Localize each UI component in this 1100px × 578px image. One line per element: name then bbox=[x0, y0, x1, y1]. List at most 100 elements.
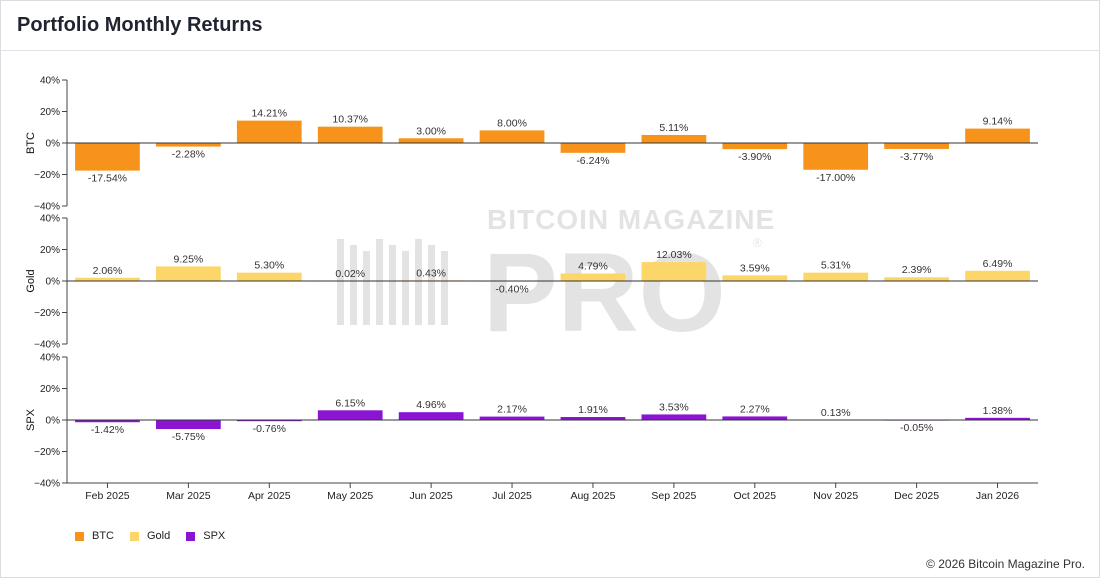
legend-swatch-spx bbox=[186, 531, 196, 541]
data-label-spx: 3.53% bbox=[659, 401, 689, 413]
watermark-registered: ® bbox=[753, 236, 762, 250]
bar-spx-sep-2025 bbox=[641, 414, 707, 420]
data-label-btc: -3.77% bbox=[900, 151, 933, 163]
legend-item-btc[interactable]: BTC bbox=[75, 530, 114, 542]
data-label-btc: 8.00% bbox=[497, 117, 527, 129]
bar-btc-dec-2025 bbox=[884, 143, 949, 149]
y-tick-label: −40% bbox=[34, 340, 60, 351]
bar-btc-feb-2025 bbox=[75, 143, 140, 171]
data-label-btc: -2.28% bbox=[172, 149, 205, 161]
bar-btc-mar-2025 bbox=[156, 143, 221, 147]
data-label-btc: 3.00% bbox=[416, 125, 446, 137]
y-axis-label-btc: BTC bbox=[25, 132, 37, 154]
watermark-stripe bbox=[428, 245, 435, 325]
bar-gold-dec-2025 bbox=[884, 277, 949, 281]
data-label-spx: 2.27% bbox=[740, 403, 770, 415]
bar-btc-jun-2025 bbox=[398, 138, 464, 143]
bar-spx-jan-2026 bbox=[965, 417, 1030, 420]
watermark-stripe bbox=[389, 245, 396, 325]
data-label-spx: -1.42% bbox=[91, 424, 124, 436]
panel-spx: −40% −20% 0% 20% 40% SPX -1.42% -5.75% -0.76% 6.1… bbox=[25, 353, 1038, 490]
y-tick-label: 20% bbox=[40, 107, 60, 118]
bar-gold-apr-2025 bbox=[236, 272, 302, 281]
legend-swatch-gold bbox=[130, 531, 139, 541]
bar-gold-aug-2025 bbox=[560, 273, 626, 281]
x-tick-label-may-2025: May 2025 bbox=[327, 490, 373, 502]
data-label-btc: 10.37% bbox=[332, 114, 368, 126]
bar-spx-oct-2025 bbox=[722, 416, 788, 420]
copyright-notice: © 2026 Bitcoin Magazine Pro. bbox=[926, 557, 1085, 571]
y-axis-label-gold: Gold bbox=[25, 269, 37, 292]
bar-gold-jan-2026 bbox=[965, 270, 1030, 281]
x-tick-label-nov-2025: Nov 2025 bbox=[813, 490, 858, 502]
y-tick-label: −20% bbox=[34, 308, 60, 319]
data-label-gold: 2.39% bbox=[902, 264, 932, 276]
data-label-spx: -0.05% bbox=[900, 422, 933, 434]
data-label-btc: -17.54% bbox=[88, 173, 127, 185]
bar-gold-nov-2025 bbox=[803, 272, 869, 281]
x-tick-label-feb-2025: Feb 2025 bbox=[85, 490, 130, 502]
bar-gold-mar-2025 bbox=[156, 266, 221, 281]
x-tick-label-oct-2025: Oct 2025 bbox=[733, 490, 776, 502]
y-tick-label: 40% bbox=[40, 214, 60, 225]
bar-btc-apr-2025 bbox=[236, 120, 302, 143]
x-tick-label-jun-2025: Jun 2025 bbox=[410, 490, 453, 502]
panel-gold: −40% −20% 0% 20% 40% Gold 2.06% 9.25% 5.30% 0.02%… bbox=[25, 214, 1038, 351]
y-tick-label: 0% bbox=[46, 416, 61, 427]
data-label-gold: 12.03% bbox=[656, 249, 692, 261]
watermark-stripe bbox=[415, 239, 422, 325]
bar-spx-apr-2025 bbox=[236, 420, 302, 422]
data-label-gold: 9.25% bbox=[173, 253, 203, 265]
chart-legend: BTC Gold SPX bbox=[75, 530, 225, 542]
bar-btc-sep-2025 bbox=[641, 134, 707, 143]
bar-spx-mar-2025 bbox=[156, 420, 221, 430]
bar-btc-jan-2026 bbox=[965, 128, 1030, 143]
data-label-btc: -3.90% bbox=[738, 151, 771, 163]
x-tick-label-aug-2025: Aug 2025 bbox=[570, 490, 615, 502]
y-tick-label: 20% bbox=[40, 384, 60, 395]
legend-label-btc: BTC bbox=[92, 530, 114, 542]
watermark-stripe bbox=[441, 251, 448, 325]
y-tick-label: −20% bbox=[34, 170, 60, 181]
chart-title: Portfolio Monthly Returns bbox=[17, 14, 263, 36]
bar-gold-feb-2025 bbox=[75, 277, 140, 281]
legend-item-spx[interactable]: SPX bbox=[186, 530, 225, 542]
data-label-spx: 1.91% bbox=[578, 404, 608, 416]
data-label-gold: 2.06% bbox=[93, 265, 123, 277]
data-label-spx: 6.15% bbox=[335, 397, 365, 409]
bar-btc-aug-2025 bbox=[560, 143, 626, 153]
bar-gold-oct-2025 bbox=[722, 275, 788, 281]
data-label-gold: 4.79% bbox=[578, 260, 608, 272]
data-label-btc: -6.24% bbox=[576, 155, 609, 167]
watermark-stripe bbox=[402, 251, 409, 325]
y-tick-label: −20% bbox=[34, 447, 60, 458]
y-tick-label: 0% bbox=[46, 277, 61, 288]
y-tick-label: 0% bbox=[46, 139, 61, 150]
data-label-gold: 0.02% bbox=[335, 268, 365, 280]
data-label-spx: -5.75% bbox=[172, 431, 205, 443]
x-tick-label-apr-2025: Apr 2025 bbox=[248, 490, 291, 502]
x-tick-label-sep-2025: Sep 2025 bbox=[651, 490, 696, 502]
data-label-gold: 5.31% bbox=[821, 260, 851, 272]
bar-btc-may-2025 bbox=[317, 126, 383, 143]
data-label-gold: 3.59% bbox=[740, 262, 770, 274]
panel-btc: −40% −20% 0% 20% 40% BTC -17.54% -2.28% 14.21% 10… bbox=[25, 76, 1038, 213]
y-tick-label: 20% bbox=[40, 245, 60, 256]
bar-btc-jul-2025 bbox=[479, 130, 545, 143]
bar-btc-oct-2025 bbox=[722, 143, 788, 150]
data-label-spx: 4.96% bbox=[416, 399, 446, 411]
bar-spx-aug-2025 bbox=[560, 416, 626, 420]
watermark-stripe bbox=[337, 239, 344, 325]
watermark-stripe bbox=[376, 239, 383, 325]
data-label-spx: 0.13% bbox=[821, 407, 851, 419]
data-label-gold: 5.30% bbox=[254, 260, 284, 272]
data-label-spx: -0.76% bbox=[253, 423, 286, 435]
x-tick-label-mar-2025: Mar 2025 bbox=[166, 490, 211, 502]
y-tick-label: −40% bbox=[34, 202, 60, 213]
x-tick-label-dec-2025: Dec 2025 bbox=[894, 490, 939, 502]
legend-item-gold[interactable]: Gold bbox=[130, 530, 170, 542]
data-label-btc: 5.11% bbox=[659, 122, 688, 134]
